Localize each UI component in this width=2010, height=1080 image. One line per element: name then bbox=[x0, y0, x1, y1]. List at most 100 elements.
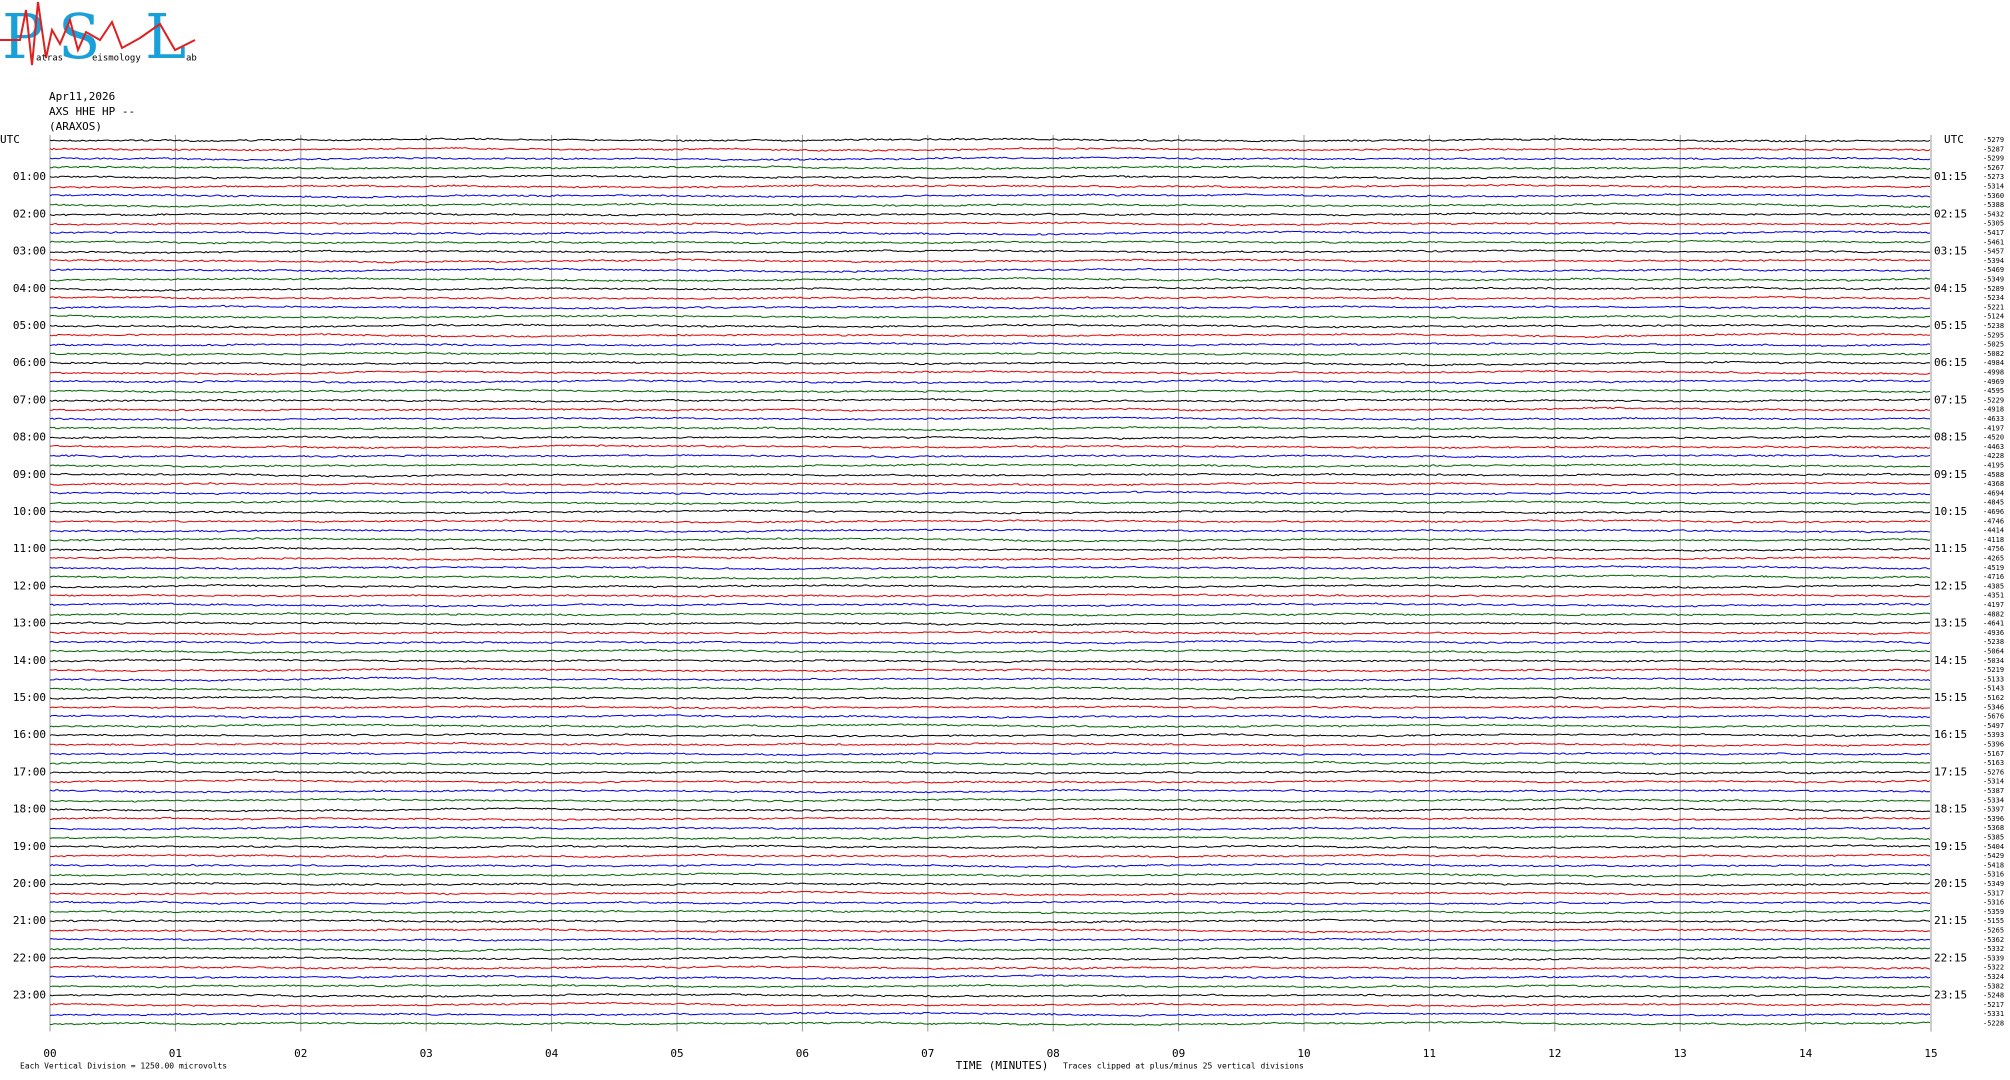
trace-offset: -4696 bbox=[1983, 508, 2004, 516]
trace bbox=[49, 658, 1931, 664]
trace bbox=[49, 741, 1931, 747]
hour-label: 03:00 bbox=[13, 245, 46, 258]
trace-offset: -5346 bbox=[1983, 703, 2004, 711]
hour-label: 19:00 bbox=[13, 840, 46, 853]
trace-offset: -5082 bbox=[1983, 350, 2004, 358]
trace-offset: -5396 bbox=[1983, 741, 2004, 749]
x-tick-label: 00 bbox=[43, 1047, 56, 1060]
trace bbox=[49, 676, 1931, 682]
trace-offset: -5382 bbox=[1983, 982, 2004, 990]
hour-label: 21:00 bbox=[13, 914, 46, 927]
trace-offset: -5163 bbox=[1983, 759, 2004, 767]
hour-label: 14:00 bbox=[13, 654, 46, 667]
trace-offset: -5143 bbox=[1983, 685, 2004, 693]
x-tick-label: 15 bbox=[1924, 1047, 1937, 1060]
hour-label: 15:00 bbox=[13, 691, 46, 704]
trace bbox=[49, 295, 1931, 301]
hour-label: 09:15 bbox=[1934, 468, 1967, 481]
trace-offset: -5234 bbox=[1983, 294, 2004, 302]
hour-label: 06:00 bbox=[13, 356, 46, 369]
trace-offset: -5025 bbox=[1983, 341, 2004, 349]
trace bbox=[49, 956, 1931, 961]
trace bbox=[49, 454, 1931, 459]
hour-label: 22:00 bbox=[13, 951, 46, 964]
trace-offset: -5276 bbox=[1983, 768, 2004, 776]
trace-offset: -5417 bbox=[1983, 229, 2004, 237]
trace-offset: -5316 bbox=[1983, 899, 2004, 907]
hour-label: 08:00 bbox=[13, 431, 46, 444]
hour-label: 06:15 bbox=[1934, 356, 1967, 369]
trace-offset: -5397 bbox=[1983, 806, 2004, 814]
trace bbox=[49, 751, 1931, 757]
trace bbox=[49, 611, 1931, 617]
trace bbox=[49, 463, 1931, 469]
trace-offset: -5334 bbox=[1983, 796, 2004, 804]
trace bbox=[50, 1021, 1931, 1027]
trace bbox=[49, 835, 1931, 840]
hour-label: 11:15 bbox=[1934, 542, 1967, 555]
logo-small: atras bbox=[36, 54, 63, 64]
trace-offset: -5273 bbox=[1983, 173, 2004, 181]
trace bbox=[49, 760, 1931, 766]
trace-offset: -5429 bbox=[1983, 852, 2004, 860]
hour-label: 17:00 bbox=[13, 765, 46, 778]
trace-offset: -5267 bbox=[1983, 164, 2004, 172]
trace-offset: -5219 bbox=[1983, 666, 2004, 674]
trace bbox=[49, 416, 1930, 422]
trace bbox=[49, 230, 1931, 236]
trace bbox=[49, 193, 1931, 199]
trace bbox=[49, 862, 1931, 869]
hour-label: 05:00 bbox=[13, 319, 46, 332]
trace-offset: -5393 bbox=[1983, 731, 2004, 739]
trace-offset: -4694 bbox=[1983, 489, 2004, 497]
logo-letter: L bbox=[145, 0, 186, 73]
trace-offset: -5396 bbox=[1983, 815, 2004, 823]
trace-offset: -5238 bbox=[1983, 638, 2004, 646]
hour-label: 02:00 bbox=[13, 207, 46, 220]
hour-label: 16:15 bbox=[1934, 728, 1967, 741]
trace bbox=[49, 825, 1931, 831]
trace-offset: -5229 bbox=[1983, 396, 2004, 404]
trace bbox=[49, 388, 1931, 394]
x-tick-label: 02 bbox=[294, 1047, 307, 1060]
hour-label: 01:00 bbox=[13, 170, 46, 183]
trace-offset: -4197 bbox=[1983, 601, 2004, 609]
trace bbox=[49, 630, 1931, 636]
trace-offset: -5331 bbox=[1983, 1010, 2004, 1018]
x-tick-label: 06 bbox=[796, 1047, 809, 1060]
trace bbox=[49, 583, 1931, 589]
trace bbox=[49, 444, 1931, 450]
trace-offset: -4969 bbox=[1983, 378, 2004, 386]
trace bbox=[49, 183, 1931, 189]
trace bbox=[49, 937, 1931, 942]
trace-offset: -5064 bbox=[1983, 648, 2004, 656]
trace bbox=[49, 695, 1931, 701]
trace-offset: -5248 bbox=[1983, 992, 2004, 1000]
trace-offset: -5167 bbox=[1983, 750, 2004, 758]
hour-label: 17:15 bbox=[1934, 765, 1967, 778]
trace bbox=[49, 332, 1931, 339]
hour-label: 13:00 bbox=[13, 617, 46, 630]
trace-offset: -5133 bbox=[1983, 675, 2004, 683]
trace-offset: -4918 bbox=[1983, 406, 2004, 414]
hour-label: 20:15 bbox=[1934, 877, 1967, 890]
trace bbox=[49, 705, 1931, 710]
trace bbox=[49, 481, 1931, 487]
trace bbox=[49, 239, 1931, 245]
hour-label: 10:00 bbox=[13, 505, 46, 518]
hour-label: 22:15 bbox=[1934, 951, 1967, 964]
trace-offset: -4519 bbox=[1983, 564, 2004, 572]
trace bbox=[49, 1011, 1931, 1017]
trace bbox=[49, 472, 1931, 478]
trace bbox=[49, 174, 1931, 180]
trace bbox=[49, 156, 1931, 162]
trace bbox=[49, 519, 1931, 524]
site: (ARAXOS) bbox=[49, 120, 102, 133]
trace bbox=[49, 974, 1931, 980]
logo-small: eismology bbox=[92, 54, 141, 64]
trace bbox=[49, 732, 1931, 738]
trace bbox=[50, 249, 1931, 254]
trace-offset: -5324 bbox=[1983, 973, 2004, 981]
trace-offset: -5339 bbox=[1983, 954, 2004, 962]
trace-offset: -4520 bbox=[1983, 434, 2004, 442]
